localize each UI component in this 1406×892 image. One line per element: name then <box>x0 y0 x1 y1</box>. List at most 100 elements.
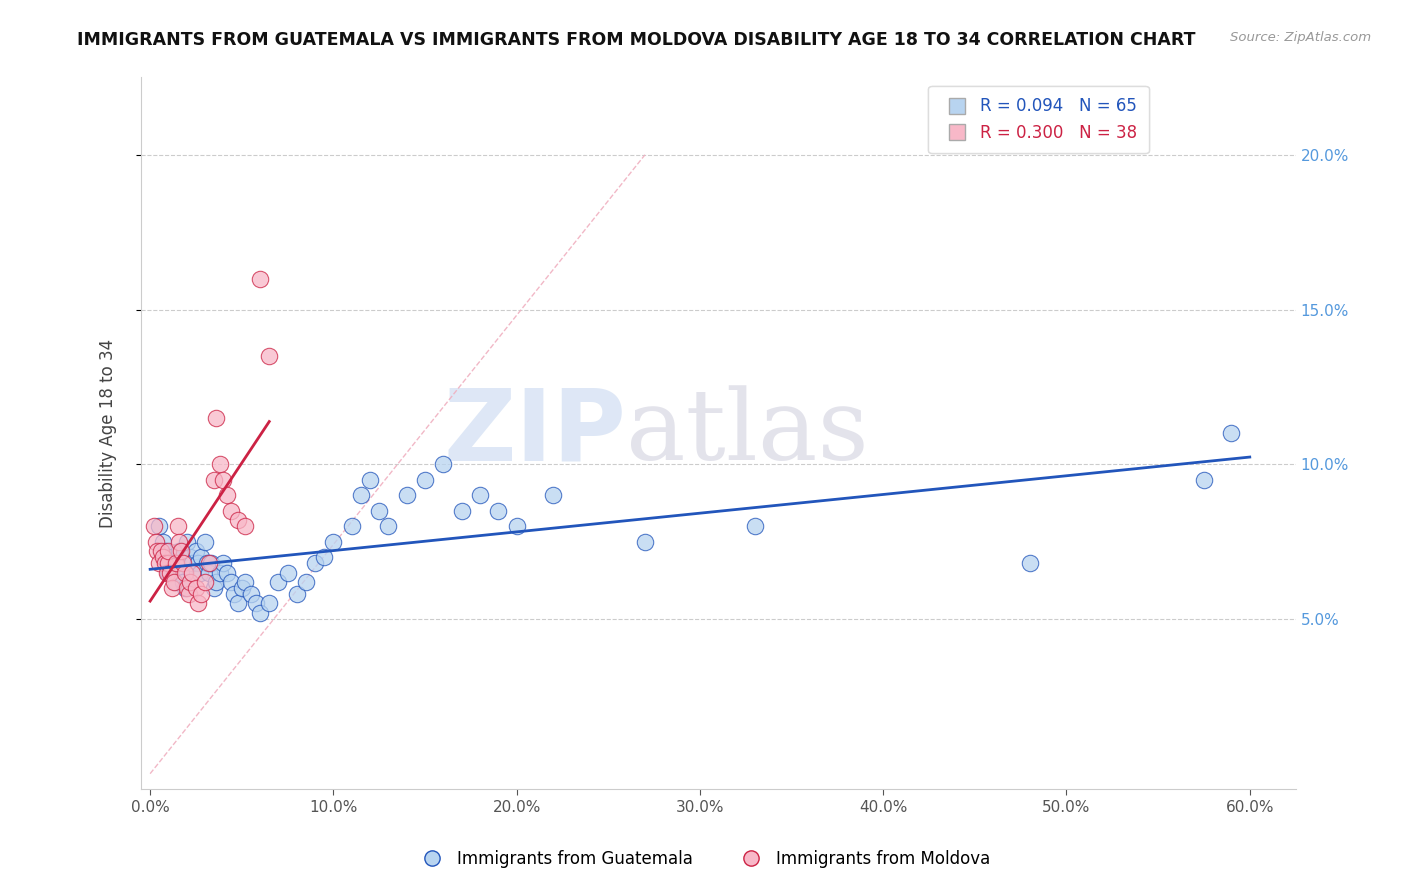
Point <box>174 566 197 580</box>
Point <box>166 556 188 570</box>
Point <box>197 566 219 580</box>
Point <box>150 544 173 558</box>
Point <box>152 550 174 565</box>
Point <box>304 556 326 570</box>
Point <box>200 556 222 570</box>
Point <box>205 410 228 425</box>
Point <box>142 519 165 533</box>
Point <box>285 587 308 601</box>
Point <box>395 488 418 502</box>
Text: IMMIGRANTS FROM GUATEMALA VS IMMIGRANTS FROM MOLDOVA DISABILITY AGE 18 TO 34 COR: IMMIGRANTS FROM GUATEMALA VS IMMIGRANTS … <box>77 31 1197 49</box>
Point <box>197 556 219 570</box>
Point <box>259 349 281 363</box>
Point <box>194 534 217 549</box>
Point <box>468 488 491 502</box>
Point <box>505 519 527 533</box>
Point <box>231 581 253 595</box>
Point <box>179 574 201 589</box>
Point <box>202 473 225 487</box>
Point <box>160 581 183 595</box>
Point <box>259 597 281 611</box>
Point <box>190 587 212 601</box>
Point <box>187 597 209 611</box>
Point <box>152 534 174 549</box>
Point <box>157 556 180 570</box>
Point <box>190 550 212 565</box>
Point <box>165 556 187 570</box>
Point <box>1018 556 1040 570</box>
Point <box>226 513 249 527</box>
Point <box>176 581 198 595</box>
Point <box>184 581 207 595</box>
Point <box>212 556 235 570</box>
Point <box>543 488 565 502</box>
Point <box>169 544 191 558</box>
Text: Source: ZipAtlas.com: Source: ZipAtlas.com <box>1230 31 1371 45</box>
Point <box>235 574 257 589</box>
Point <box>226 597 249 611</box>
Point <box>176 534 198 549</box>
Point <box>744 519 766 533</box>
Point <box>146 544 169 558</box>
Point <box>224 587 246 601</box>
Point <box>145 534 167 549</box>
Point <box>1192 473 1215 487</box>
Point <box>245 597 267 611</box>
Point <box>219 503 242 517</box>
Point <box>156 566 179 580</box>
Point <box>148 519 170 533</box>
Text: ZIP: ZIP <box>443 384 626 482</box>
Point <box>202 581 225 595</box>
Point <box>235 519 257 533</box>
Point <box>195 556 218 570</box>
Point <box>177 587 200 601</box>
Point <box>156 556 179 570</box>
Point <box>432 457 454 471</box>
Point <box>217 488 239 502</box>
Point <box>170 544 193 558</box>
Point <box>295 574 318 589</box>
Point <box>212 473 235 487</box>
Point <box>359 473 381 487</box>
Point <box>486 503 509 517</box>
Point <box>157 566 180 580</box>
Point <box>277 566 299 580</box>
Legend: Immigrants from Guatemala, Immigrants from Moldova: Immigrants from Guatemala, Immigrants fr… <box>409 844 997 875</box>
Point <box>377 519 399 533</box>
Point <box>249 271 271 285</box>
Legend: R = 0.094   N = 65, R = 0.300   N = 38: R = 0.094 N = 65, R = 0.300 N = 38 <box>928 86 1149 153</box>
Point <box>157 544 180 558</box>
Text: atlas: atlas <box>626 385 869 481</box>
Point <box>159 556 181 570</box>
Point <box>157 550 180 565</box>
Point <box>160 550 183 565</box>
Point <box>174 581 197 595</box>
Point <box>208 566 231 580</box>
Point <box>165 574 187 589</box>
Point <box>194 574 217 589</box>
Point <box>368 503 391 517</box>
Point <box>163 566 186 580</box>
Point <box>217 566 239 580</box>
Point <box>153 544 176 558</box>
Point <box>148 556 170 570</box>
Point <box>184 544 207 558</box>
Point <box>322 534 344 549</box>
Point <box>163 574 186 589</box>
Point <box>314 550 336 565</box>
Point <box>219 574 242 589</box>
Point <box>413 473 436 487</box>
Point <box>208 457 231 471</box>
Point <box>181 556 204 570</box>
Point <box>450 503 472 517</box>
Point <box>166 519 188 533</box>
Point <box>172 574 194 589</box>
Point <box>188 566 211 580</box>
Point <box>170 566 193 580</box>
Point <box>159 566 181 580</box>
Point <box>205 574 228 589</box>
Point <box>267 574 290 589</box>
Point <box>153 556 176 570</box>
Point <box>350 488 373 502</box>
Point <box>181 566 204 580</box>
